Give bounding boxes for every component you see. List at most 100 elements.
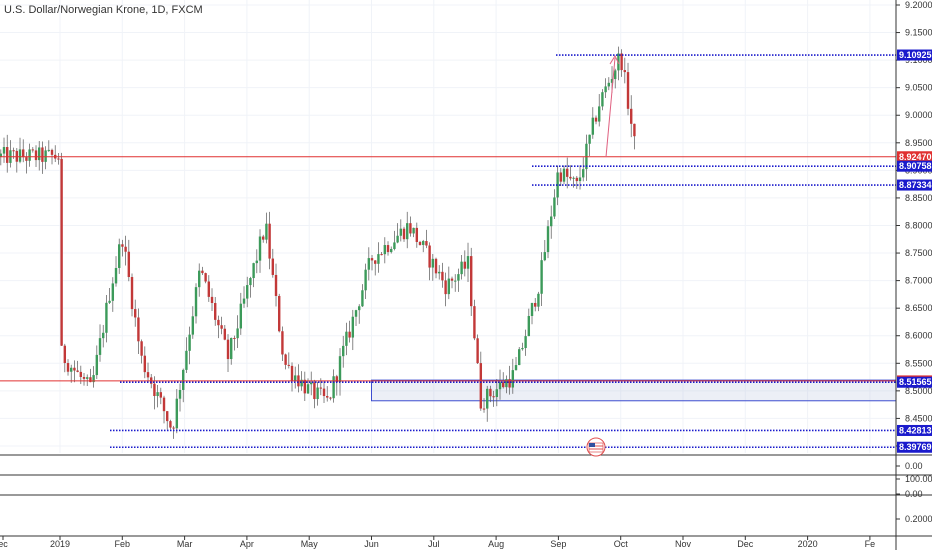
pane-tick-label: 0.00 xyxy=(905,489,923,499)
y-tick-label: 9.00000 xyxy=(905,110,932,120)
candle-body xyxy=(63,345,67,364)
candle-body xyxy=(92,375,95,383)
y-tick-label: 8.75000 xyxy=(905,248,932,258)
candle-body xyxy=(367,258,371,270)
candle-body xyxy=(220,325,223,329)
candle-body xyxy=(537,293,540,307)
y-tick-label: 8.80000 xyxy=(905,220,932,230)
candle-body xyxy=(210,296,214,304)
pane-tick-label: 0.00 xyxy=(905,461,923,471)
candle-body xyxy=(604,86,607,93)
candle-body xyxy=(319,387,323,389)
candle-body xyxy=(194,287,198,317)
candle-body xyxy=(498,382,502,390)
candle-body xyxy=(415,227,419,242)
candle-body xyxy=(335,376,339,383)
y-tick-label: 8.55000 xyxy=(905,358,932,368)
candle-body xyxy=(274,274,278,296)
arrow-head xyxy=(609,54,620,65)
candle-body xyxy=(44,150,47,162)
candle-body xyxy=(294,375,297,381)
candle-body xyxy=(175,398,179,429)
candle-body xyxy=(230,337,233,360)
candle-body xyxy=(572,177,575,179)
candle-body xyxy=(233,337,236,339)
candle-body xyxy=(425,241,428,246)
candle-body xyxy=(444,280,447,295)
candle-body xyxy=(402,228,406,240)
x-tick-label: 2020 xyxy=(798,539,818,549)
candle-body xyxy=(431,258,435,268)
chart-title: U.S. Dollar/Norwegian Krone, 1D, FXCM xyxy=(4,4,203,16)
candle-body xyxy=(326,396,329,398)
candle-body xyxy=(207,281,211,297)
candle-body xyxy=(156,392,159,397)
candle-body xyxy=(524,336,527,349)
candle-body xyxy=(614,70,617,80)
candle-body xyxy=(89,377,92,383)
candle-body xyxy=(495,389,499,398)
candle-body xyxy=(601,92,604,107)
event-flag-icon[interactable] xyxy=(586,437,606,457)
x-tick-label: Mar xyxy=(177,539,193,549)
candle-body xyxy=(553,197,556,217)
candle-body xyxy=(95,354,99,376)
candle-body xyxy=(25,157,28,161)
y-tick-label: 8.45000 xyxy=(905,413,932,423)
x-tick-label: May xyxy=(301,539,319,549)
candle-body xyxy=(594,117,598,122)
candle-body xyxy=(543,252,547,261)
candle-body xyxy=(118,244,121,268)
candle-body xyxy=(441,271,444,281)
candle-body xyxy=(82,377,86,379)
candle-body xyxy=(76,370,79,372)
price-badges: 9.109258.924708.907588.873348.518028.515… xyxy=(897,49,932,453)
candle-body xyxy=(265,223,268,240)
candle-body xyxy=(134,309,137,318)
candle-body xyxy=(185,350,188,370)
candle-body xyxy=(34,150,38,161)
indicator-panes: 0.00 100.00 0.00 0.20000 xyxy=(0,453,932,536)
candle-body xyxy=(447,278,451,295)
candle-body xyxy=(204,273,207,282)
price-badge-label: 8.51565 xyxy=(899,377,932,387)
candle-body xyxy=(633,123,636,137)
candle-body xyxy=(322,388,326,397)
candle-body xyxy=(610,79,614,83)
candle-body xyxy=(486,388,489,409)
price-badge-label: 8.39769 xyxy=(899,442,932,452)
candle-body xyxy=(588,134,591,144)
candle-body xyxy=(18,149,22,162)
horizontal-levels xyxy=(0,54,896,449)
x-tick-label: Jun xyxy=(364,539,379,549)
candle-body xyxy=(575,177,579,182)
candle-body xyxy=(217,319,220,326)
candle-body xyxy=(492,396,495,398)
candle-body xyxy=(546,226,550,253)
candle-body xyxy=(300,379,303,387)
candle-body xyxy=(345,331,348,346)
candle-body xyxy=(598,106,601,122)
x-tick-label: Oct xyxy=(614,539,629,549)
candle-body xyxy=(626,72,630,109)
candle-body xyxy=(591,117,595,135)
candle-body xyxy=(313,382,316,400)
arrow-shaft xyxy=(605,57,616,158)
candle-body xyxy=(454,280,457,282)
candle-body xyxy=(390,248,393,253)
candle-body xyxy=(364,269,367,291)
y-tick-label: 8.70000 xyxy=(905,276,932,286)
candle-body xyxy=(271,258,275,275)
price-badge-label: 8.42813 xyxy=(899,425,932,435)
candle-body xyxy=(518,349,521,366)
candle-body xyxy=(242,298,246,304)
candle-body xyxy=(406,223,409,240)
candle-body xyxy=(137,317,140,342)
candle-body xyxy=(153,383,156,397)
candle-body xyxy=(201,270,204,274)
candle-body xyxy=(140,341,143,356)
candle-body xyxy=(124,246,127,252)
y-tick-label: 8.65000 xyxy=(905,303,932,313)
price-badge xyxy=(897,49,932,61)
